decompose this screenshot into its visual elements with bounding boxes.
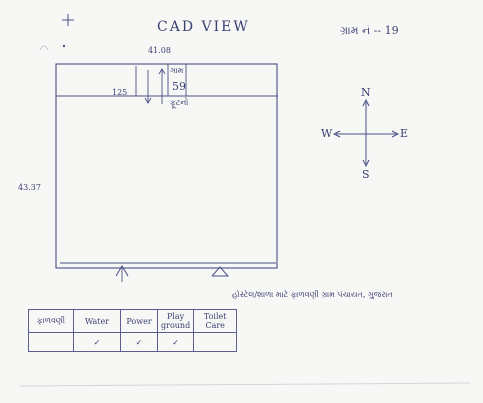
number-label: ગ્રામ નં -- 19 (340, 24, 399, 37)
page-title: CAD VIEW (157, 19, 250, 35)
compass-west-label: W (321, 127, 333, 140)
facilities-header-cell: Water (73, 309, 121, 333)
corner-value: 125 (112, 88, 128, 97)
facilities-check-cell (28, 332, 74, 352)
facilities-header-row: ફાળવણી Water Power Play ground Toilet Ca… (28, 309, 238, 333)
facilities-header-cell: Power (120, 309, 158, 333)
top-dimension: 41.08 (148, 46, 171, 55)
facilities-table: ફાળવણી Water Power Play ground Toilet Ca… (28, 309, 238, 352)
up-arrow-head (158, 68, 166, 75)
road-marker-box (167, 63, 187, 97)
facilities-check-cell: ✓ (120, 332, 158, 352)
facilities-check-cell: ✓ (156, 332, 195, 352)
footer-note: હોસ્ટેલ/શાળા માટે ફાળવણી ગ્રામ પંચાયત, ગ… (232, 290, 393, 299)
road-value: 59 (172, 80, 186, 93)
plot-boundary (55, 63, 278, 269)
compass-south-label: S (362, 168, 370, 181)
facilities-header-cell: Toilet Care (193, 309, 238, 333)
facilities-check-cell: ✓ (73, 332, 121, 352)
compass-north-label: N (361, 86, 371, 99)
compass-east-label: E (400, 127, 409, 140)
down-arrow-head (144, 97, 152, 104)
road-label: ગામ (170, 66, 184, 75)
facilities-header-cell: Play ground (156, 309, 195, 333)
facilities-check-row: ✓ ✓ ✓ (28, 332, 238, 352)
left-dimension: 43.37 (18, 183, 41, 192)
entry-arrow-right (211, 266, 230, 277)
road-sublabel: ફૂટનો (170, 98, 189, 107)
facilities-header-cell: ફાળવણી (28, 309, 74, 333)
facilities-check-cell (193, 332, 238, 352)
